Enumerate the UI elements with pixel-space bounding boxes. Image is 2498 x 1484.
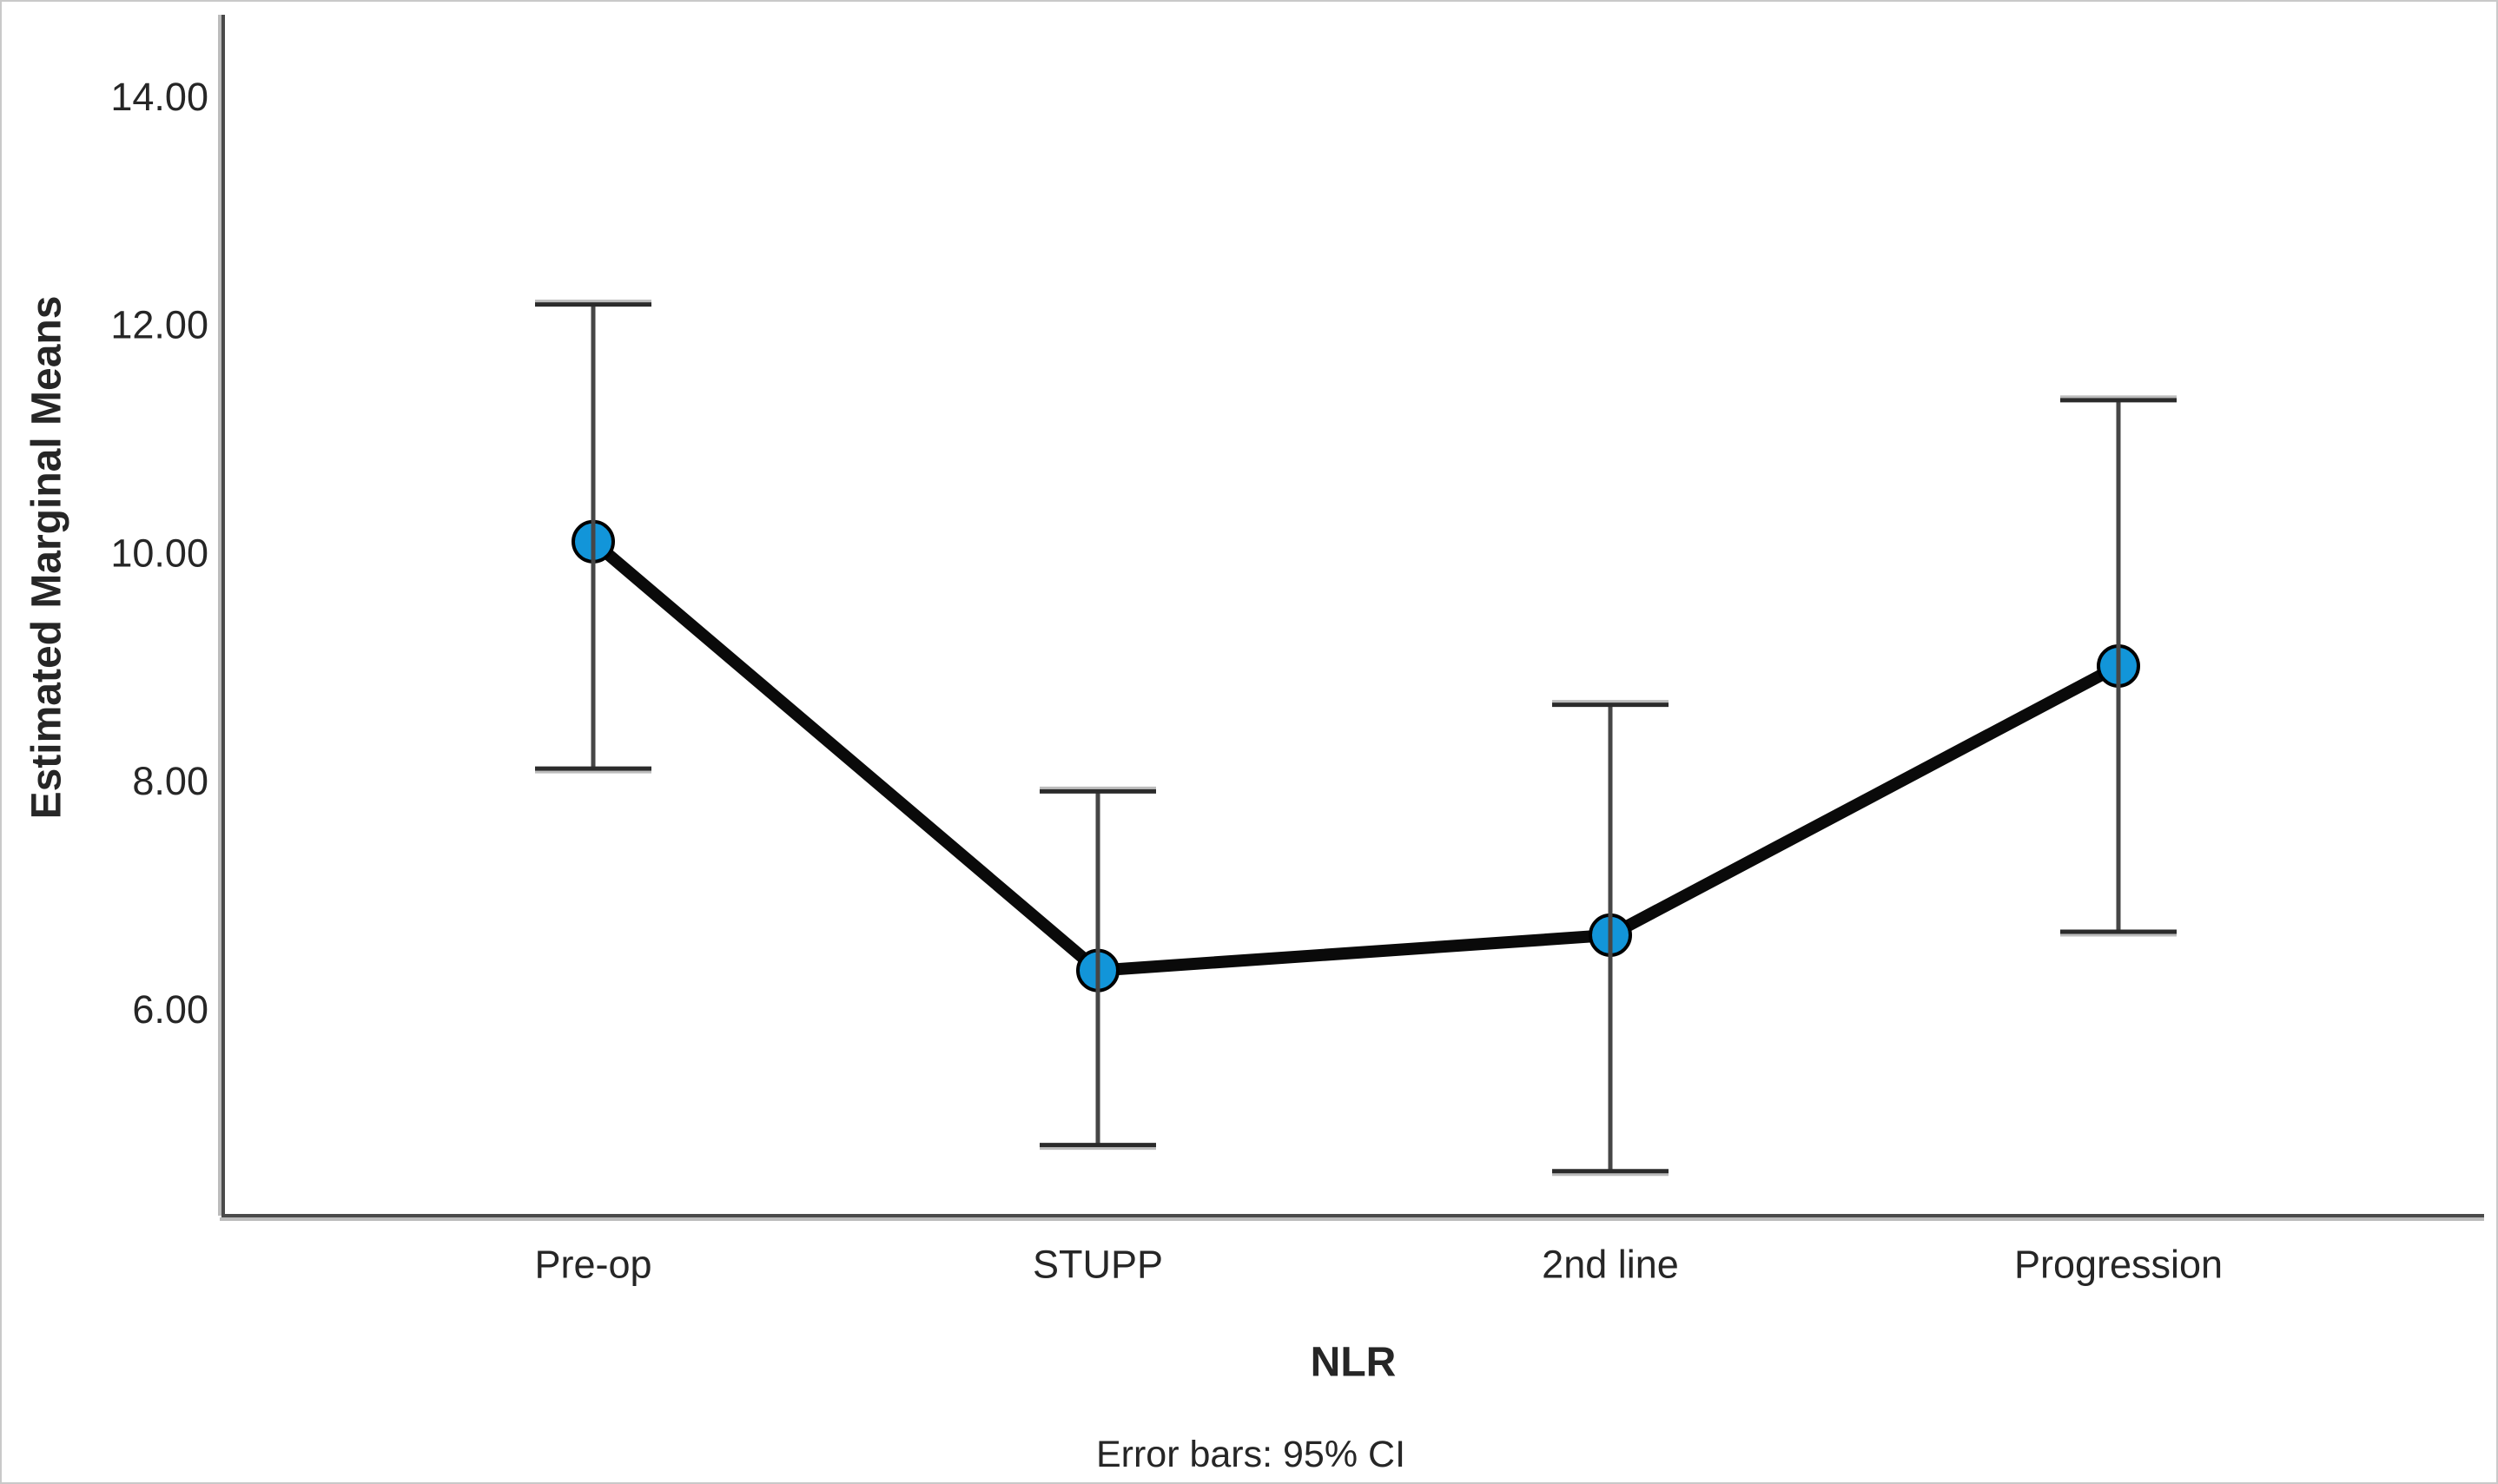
y-tick-label-6: 6.00	[132, 987, 208, 1032]
y-tick-label-14: 14.00	[110, 75, 208, 119]
category-label-pre-op: Pre-op	[534, 1243, 651, 1287]
y-axis-title: Estimated Marginal Means	[24, 296, 70, 820]
y-tick-label-8: 8.00	[132, 759, 208, 803]
y-tick-label-12: 12.00	[110, 303, 208, 347]
category-label-2nd-line: 2nd line	[1542, 1243, 1679, 1287]
category-label-stupp: STUPP	[1033, 1243, 1163, 1287]
y-tick-label-10: 10.00	[110, 531, 208, 575]
x-axis-title: NLR	[1311, 1340, 1397, 1386]
series-line	[589, 537, 2122, 977]
category-label-progression: Progression	[2014, 1243, 2223, 1287]
error-bars-caption: Error bars: 95% CI	[1096, 1434, 1405, 1475]
